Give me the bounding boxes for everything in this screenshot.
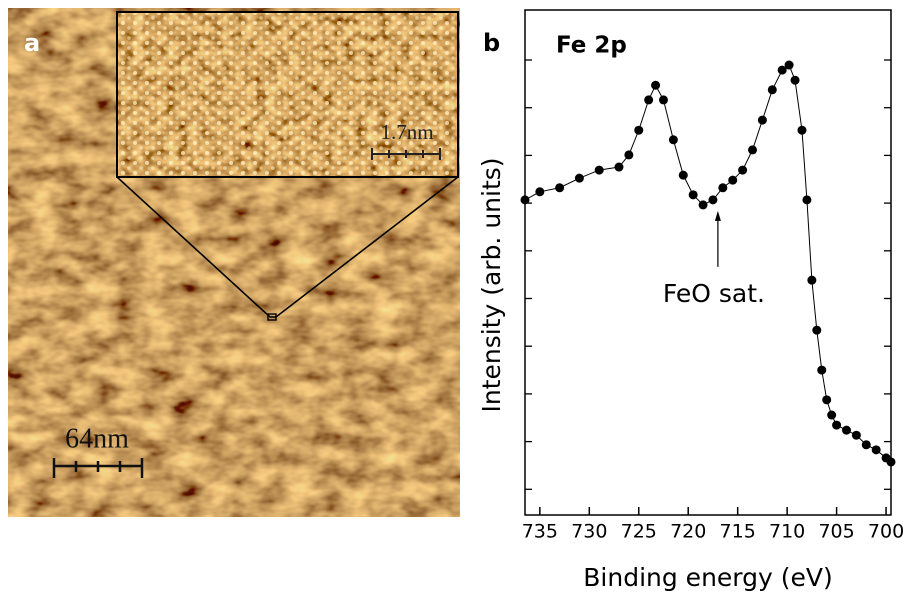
- data-point: [555, 183, 565, 193]
- data-point: [827, 410, 837, 420]
- data-point: [797, 125, 807, 135]
- data-point: [817, 365, 827, 375]
- x-tick-label: 710: [769, 521, 805, 543]
- data-point: [614, 162, 624, 172]
- data-point: [574, 173, 584, 183]
- x-tick-label: 735: [522, 521, 558, 543]
- x-tick-label: 700: [868, 521, 904, 543]
- inset-scale-bar: [371, 148, 441, 160]
- inset-scale-label: 1.7nm: [380, 120, 433, 144]
- panel-label: a: [24, 29, 40, 57]
- zoom-lines: [116, 176, 459, 318]
- data-point: [624, 150, 634, 160]
- data-point: [658, 95, 668, 105]
- data-point: [634, 125, 644, 135]
- x-axis-label: Binding energy (eV): [583, 563, 832, 592]
- data-point: [807, 275, 817, 285]
- data-point: [861, 440, 871, 450]
- data-point: [784, 60, 794, 70]
- scale-bar: [52, 458, 144, 478]
- x-tick-label: 725: [621, 521, 657, 543]
- data-point: [841, 425, 851, 435]
- data-point: [790, 75, 800, 85]
- data-point: [886, 457, 896, 467]
- y-axis-label: Intensity (arb. units): [477, 157, 506, 412]
- zoom-box: [267, 313, 277, 321]
- x-tick-label: 705: [818, 521, 854, 543]
- annotation-text: FeO sat.: [663, 279, 765, 308]
- plot-frame: [524, 9, 892, 516]
- data-point: [520, 195, 530, 205]
- data-point: [767, 85, 777, 95]
- data-point: [851, 430, 861, 440]
- data-point: [651, 80, 661, 90]
- data-point: [678, 170, 688, 180]
- data-point: [832, 420, 842, 430]
- data-point: [802, 195, 812, 205]
- annotation-arrowhead: [714, 210, 721, 221]
- data-point: [757, 115, 767, 125]
- x-tick-label: 730: [571, 521, 607, 543]
- inset-atoms: [118, 13, 457, 176]
- data-point: [698, 200, 708, 210]
- data-point: [871, 445, 881, 455]
- data-point: [748, 145, 758, 155]
- data-point: [594, 165, 604, 175]
- data-point: [738, 165, 748, 175]
- data-point: [708, 195, 718, 205]
- x-tick-label: 715: [720, 521, 756, 543]
- scale-label: 64nm: [65, 423, 129, 454]
- stm-image-panel: a 1.7nm 64nm: [8, 8, 460, 517]
- data-point: [728, 175, 738, 185]
- data-point: [688, 190, 698, 200]
- data-point: [777, 65, 787, 75]
- data-point: [718, 183, 728, 193]
- data-point: [535, 187, 545, 197]
- data-line: [524, 64, 892, 463]
- data-point: [812, 325, 822, 335]
- x-tick-label: 720: [670, 521, 706, 543]
- data-point: [668, 135, 678, 145]
- chart-title: Fe 2p: [556, 33, 627, 59]
- panel-label: b: [483, 29, 500, 57]
- data-point: [822, 395, 832, 405]
- data-point: [644, 95, 654, 105]
